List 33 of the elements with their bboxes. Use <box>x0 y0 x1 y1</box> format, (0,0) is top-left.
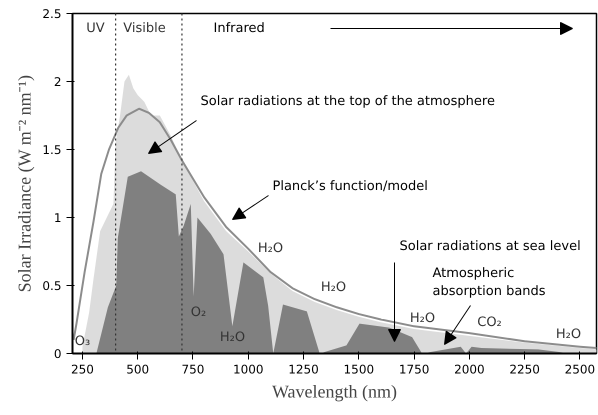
annotation: H₂O <box>320 280 346 295</box>
annotation: Atmospheric absorption bands <box>432 266 546 299</box>
x-tick-label: 2000 <box>454 362 485 376</box>
y-tick-label: 1.5 <box>42 143 62 157</box>
annotation: Solar radiations at sea level <box>400 239 581 254</box>
x-tick-label: 2500 <box>564 362 596 376</box>
annotation: H₂O <box>410 311 436 326</box>
x-tick-label: 1000 <box>233 362 264 376</box>
annotation: O₃ <box>74 334 90 349</box>
annotation: Infrared <box>214 21 265 36</box>
y-tick-label: 1 <box>54 211 62 225</box>
annotation: Planck’s function/model <box>272 179 428 194</box>
x-tick-label: 1750 <box>398 362 430 376</box>
y-tick-label: 0 <box>54 347 62 361</box>
annotation: Visible <box>123 21 166 36</box>
annotation: UV <box>86 21 105 36</box>
x-tick-label: 750 <box>182 362 204 376</box>
y-axis-title: Solar Irradiance (W m⁻² nm⁻¹) <box>14 74 34 292</box>
x-axis-title: Wavelength (nm) <box>272 382 398 402</box>
annotation: H₂O <box>556 327 582 342</box>
annotation: O₂ <box>190 305 206 320</box>
annotation: CO₂ <box>477 315 502 330</box>
annotation: H₂O <box>258 241 284 256</box>
x-tick-label: 2250 <box>509 362 540 376</box>
x-tick-label: 250 <box>70 362 94 376</box>
y-tick-label: 2 <box>54 75 62 89</box>
annotation: H₂O <box>220 330 246 345</box>
x-tick-label: 500 <box>126 362 150 376</box>
x-tick-label: 1250 <box>288 362 319 376</box>
y-tick-label: 0.5 <box>42 279 62 293</box>
annotation: Solar radiations at the top of the atmosphere <box>200 94 495 109</box>
y-tick-label: 2.5 <box>42 7 62 21</box>
x-tick-label: 1500 <box>344 362 374 376</box>
